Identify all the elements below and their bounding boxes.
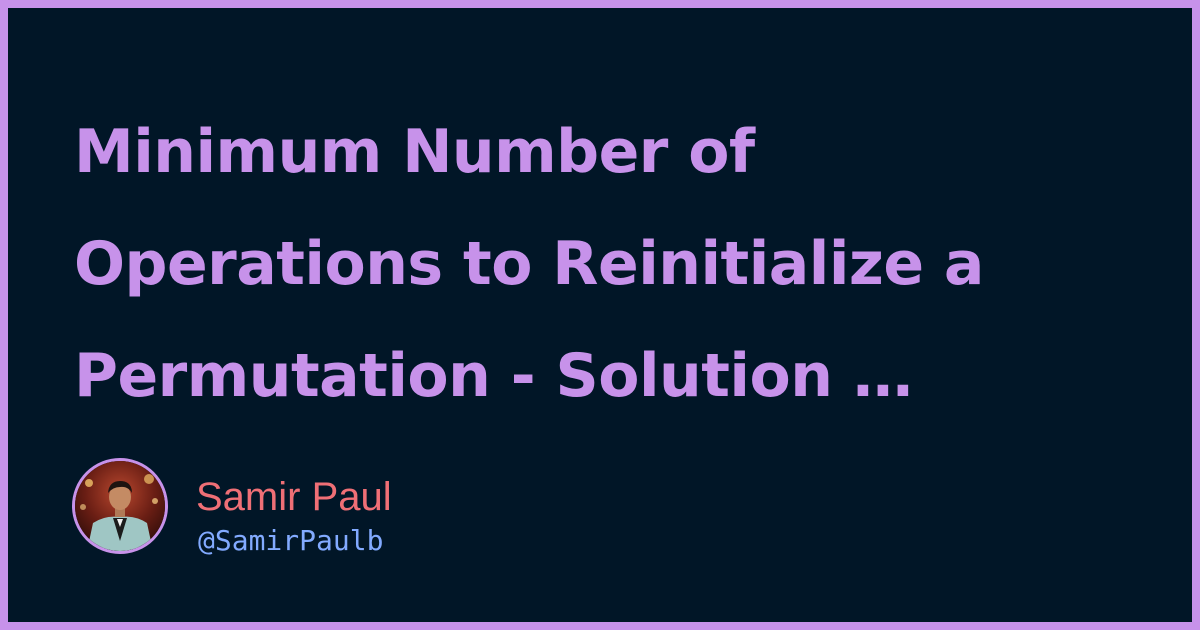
post-title: Minimum Number of Operations to Reinitia… <box>74 96 1114 432</box>
post-title-line-1: Minimum Number of <box>74 117 755 187</box>
post-title-line-2: Operations to Reinitialize a <box>74 229 984 299</box>
avatar-photo-icon <box>75 461 165 551</box>
og-card: Minimum Number of Operations to Reinitia… <box>8 8 1192 622</box>
author-handle: @SamirPaulb <box>198 524 384 557</box>
author-name: Samir Paul <box>196 475 392 519</box>
author-avatar <box>72 458 168 554</box>
post-title-line-3: Permutation - Solution … <box>74 341 913 411</box>
